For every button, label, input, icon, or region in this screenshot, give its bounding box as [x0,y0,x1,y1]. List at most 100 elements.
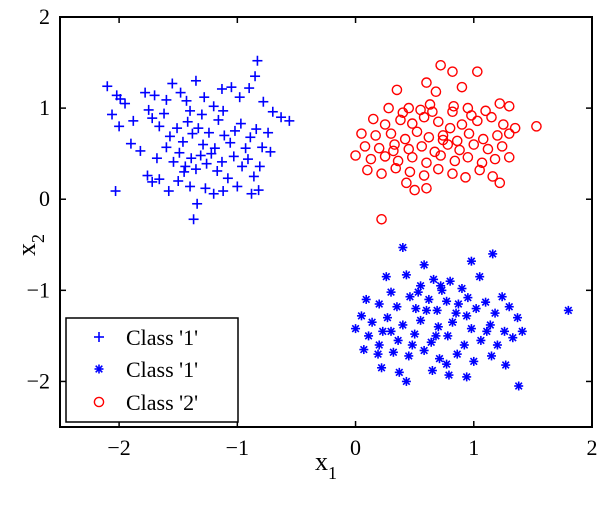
legend: Class '1' Class '1' Class '2' [65,317,239,423]
data-point-asterisk [482,326,492,336]
data-point-plus [140,87,151,98]
data-point-plus [229,125,240,136]
data-point-plus [240,143,251,154]
data-point-asterisk [351,324,361,334]
data-point-plus [267,106,278,117]
data-point-asterisk [405,292,415,302]
data-point-plus [174,147,185,158]
data-point-plus [147,113,158,124]
data-point-asterisk [429,274,439,284]
data-point-plus [253,185,264,196]
legend-circle-icon [93,396,105,408]
data-point-asterisk [427,366,437,376]
data-point-circle [407,152,418,163]
data-point-circle [509,122,521,134]
data-point-asterisk [419,345,429,355]
data-point-circle [463,128,475,139]
data-point-circle [489,153,501,165]
data-point-circle [444,122,456,134]
data-point-plus [203,127,214,138]
data-point-circle [498,119,509,130]
data-point-asterisk [401,376,411,386]
data-point-circle [492,130,503,141]
data-point-asterisk [444,370,454,380]
data-point-circle [460,172,471,183]
data-point-plus [177,136,188,147]
data-point-circle [401,177,412,189]
data-point-plus [173,176,184,186]
data-point-plus [263,127,274,138]
data-point-plus [182,116,193,127]
data-point-asterisk [434,354,444,364]
legend-label-class-1-asterisk: Class '1' [126,357,198,382]
data-point-circle [437,130,449,141]
data-point-asterisk [377,363,387,373]
data-point-plus [208,101,219,112]
data-point-circle [390,162,402,174]
data-points [102,55,573,391]
data-point-circle [448,100,459,112]
data-point-asterisk [398,320,408,330]
data-point-plus [235,118,246,129]
data-point-asterisk [457,284,467,294]
data-point-plus [179,166,190,177]
data-point-plus [232,181,243,192]
data-point-asterisk [416,315,426,325]
data-point-circle [456,81,468,93]
x-axis-label-subscript: 1 [328,463,337,483]
data-point-plus [250,71,261,82]
data-point-plus [142,170,153,181]
data-point-asterisk [487,351,497,361]
data-point-plus [248,171,259,182]
data-point-asterisk [424,294,434,304]
data-point-asterisk [481,297,491,307]
data-point-circle [480,105,491,117]
data-point-plus [159,108,170,119]
data-point-asterisk [401,270,411,280]
data-point-plus [244,83,255,94]
data-point-circle [472,115,483,127]
data-point-asterisk [367,317,377,327]
data-point-asterisk [459,340,469,350]
data-point-circle [423,131,435,143]
data-point-plus [198,139,209,150]
data-point-circle [418,170,430,181]
data-point-asterisk [382,313,392,323]
legend-marker-plus-icon [94,332,104,342]
series-2-circle [350,59,542,225]
data-point-asterisk [373,349,383,359]
data-point-asterisk [563,305,573,315]
data-point-circle [409,184,420,196]
data-point-circle [421,157,432,169]
y-tick-label: −2 [27,368,50,393]
data-point-asterisk [475,272,485,282]
data-point-plus [185,105,196,116]
data-point-asterisk [411,304,421,314]
data-point-plus [161,94,172,105]
data-point-plus [167,78,178,89]
data-point-plus [135,145,146,156]
data-point-plus [114,121,125,132]
data-point-asterisk [436,281,446,291]
data-point-circle [388,145,399,157]
series-1-asterisk [351,243,573,391]
data-point-plus [181,95,192,106]
data-point-plus [201,158,212,169]
data-point-plus [192,198,203,209]
data-point-asterisk [378,326,388,336]
data-point-circle [385,128,397,139]
data-point-asterisk [447,317,457,327]
data-point-plus [154,174,165,185]
data-point-plus [190,164,201,175]
data-point-circle [427,106,438,118]
y-axis-label-subscript: 2 [28,234,48,243]
data-point-circle [456,119,468,130]
data-point-plus [115,94,126,104]
data-point-plus [196,109,207,120]
data-point-circle [391,84,403,96]
data-point-circle [383,102,394,114]
data-point-circle [407,118,418,129]
data-point-plus [151,153,162,164]
data-point-asterisk [359,345,369,355]
data-point-asterisk [451,308,461,318]
